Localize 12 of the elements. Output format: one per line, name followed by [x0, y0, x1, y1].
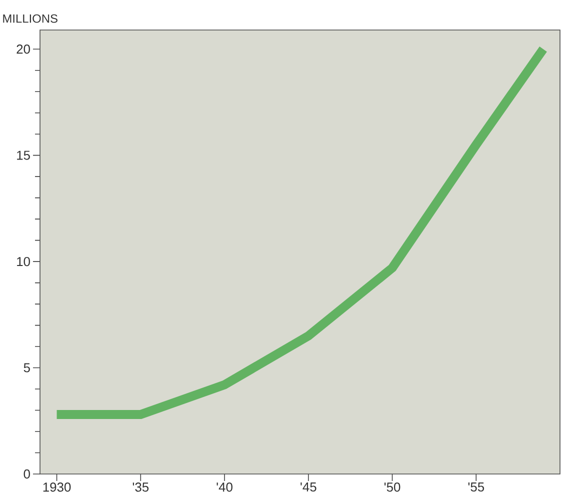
y-tick-label: 0 [24, 469, 30, 479]
x-tick-label: '45 [300, 482, 316, 492]
x-tick-label: '55 [468, 482, 484, 492]
y-tick-label: 10 [17, 256, 30, 266]
x-tick-label: '35 [132, 482, 149, 492]
y-tick-label: 20 [16, 44, 30, 54]
y-tick-label: 5 [24, 363, 30, 372]
y-tick-label: 15 [17, 150, 30, 160]
x-tick-label: '40 [216, 482, 232, 492]
y-axis-title: MILLIONS [3, 14, 58, 23]
x-tick-label: '50 [384, 482, 400, 492]
x-tick-label: 1930 [43, 482, 71, 492]
